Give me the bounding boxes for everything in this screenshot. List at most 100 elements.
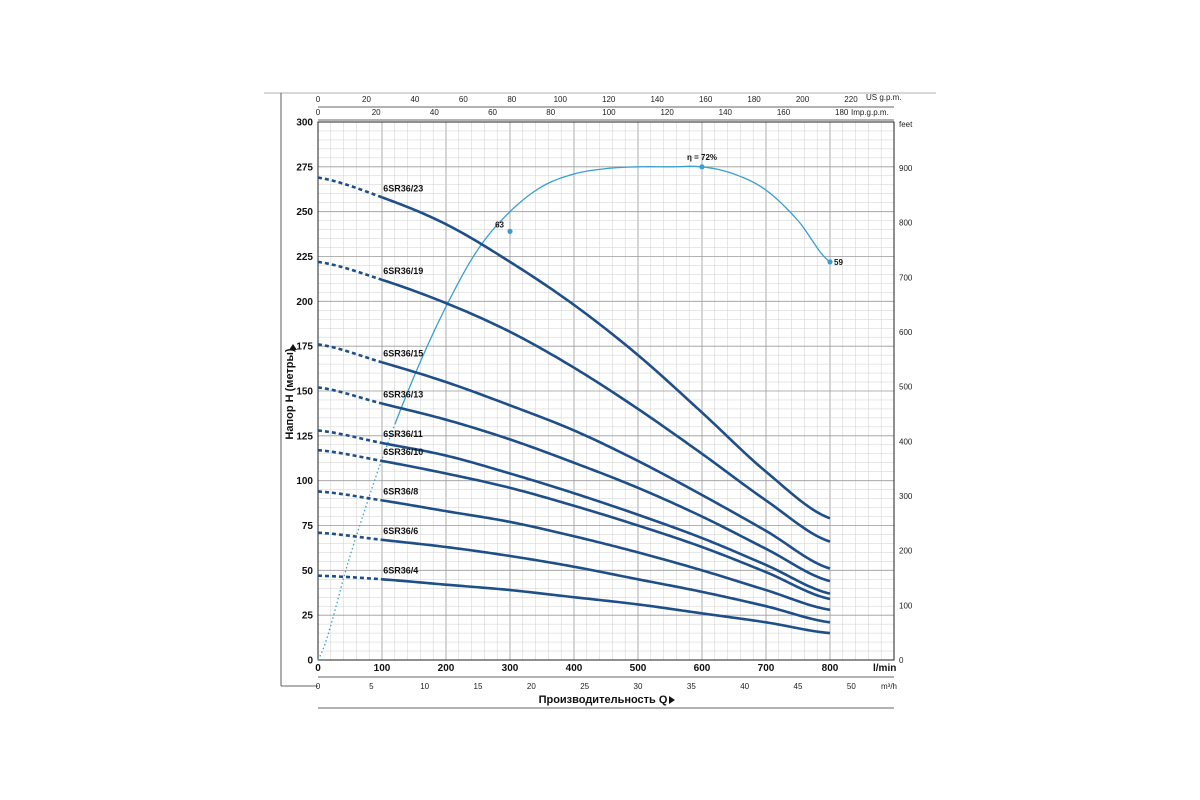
bottom-m3h-tick: 30 xyxy=(634,682,643,691)
right-feet-unit: feet xyxy=(899,120,913,129)
bottom-m3h-tick: 35 xyxy=(687,682,696,691)
y-tick-label: 250 xyxy=(296,207,313,218)
axes: 0 100 200 300 400 500 600 700 800025507510012515… xyxy=(296,95,913,691)
top-imp-gpm-tick: 180 xyxy=(835,108,849,117)
pump-curve-label: 6SR36/4 xyxy=(383,565,418,575)
pump-curve-dashed xyxy=(317,343,383,364)
right-feet-tick: 0 xyxy=(899,656,904,665)
y-tick-label: 225 xyxy=(296,252,313,263)
x-tick-label: 800 xyxy=(822,663,839,674)
right-feet-tick: 200 xyxy=(899,547,913,556)
pump-curve-dashed xyxy=(317,448,383,463)
top-imp-gpm-tick: 100 xyxy=(602,108,616,117)
top-us-gpm-tick: 220 xyxy=(844,95,858,104)
right-feet-tick: 800 xyxy=(899,219,913,228)
efficiency-curve-dotted xyxy=(317,424,396,661)
pump-curve-dashed xyxy=(317,490,383,502)
x-axis-arrow-icon xyxy=(669,696,675,704)
top-imp-gpm-tick: 20 xyxy=(372,108,381,117)
efficiency-point xyxy=(699,164,705,170)
top-imp-gpm-tick: 120 xyxy=(660,108,674,117)
bottom-m3h-tick: 0 xyxy=(316,682,321,691)
plot-border xyxy=(317,121,895,661)
bottom-m3h-tick: 5 xyxy=(369,682,374,691)
bottom-m3h-unit: m³/h xyxy=(881,682,897,691)
pump-curve-line xyxy=(381,578,831,635)
bottom-m3h-tick: 20 xyxy=(527,682,536,691)
y-axis-arrow-icon xyxy=(289,344,297,350)
bottom-m3h-tick: 45 xyxy=(794,682,803,691)
chart-frame xyxy=(264,92,936,709)
y-tick-label: 50 xyxy=(302,566,314,577)
y-tick-label: 175 xyxy=(296,342,313,353)
top-imp-gpm-tick: 160 xyxy=(777,108,791,117)
y-tick-label: 150 xyxy=(296,387,313,398)
efficiency-point-label: 63 xyxy=(495,220,504,229)
pump-curve-dashed xyxy=(317,386,383,405)
pump-curve-label: 6SR36/6 xyxy=(383,526,418,536)
y-tick-label: 300 xyxy=(296,118,313,129)
pump-curve-line xyxy=(381,278,831,543)
top-imp-gpm-tick: 140 xyxy=(719,108,733,117)
pump-curve-line xyxy=(381,499,831,612)
pump-curve-label: 6SR36/15 xyxy=(383,348,423,358)
efficiency-point-label: 59 xyxy=(834,258,843,267)
top-us-gpm-tick: 160 xyxy=(699,95,713,104)
top-imp-gpm-tick: 0 xyxy=(316,108,321,117)
top-us-gpm-tick: 40 xyxy=(410,95,419,104)
pump-curve-dashed xyxy=(317,531,383,542)
pump-curve-line xyxy=(381,402,831,583)
x-tick-label: 500 xyxy=(630,663,647,674)
curve-labels: 6SR36/23 6SR36/19 6SR36/15 6SR36/13 6SR36/11… xyxy=(383,183,423,575)
right-feet-tick: 600 xyxy=(899,328,913,337)
right-feet-tick: 900 xyxy=(899,164,913,173)
pump-curve-label: 6SR36/13 xyxy=(383,390,423,400)
efficiency-curve-line xyxy=(394,165,831,425)
x-axis-title: Производительность Q xyxy=(539,694,668,706)
bottom-m3h-tick: 40 xyxy=(740,682,749,691)
pump-curve-line xyxy=(381,538,831,624)
top-imp-gpm-tick: 60 xyxy=(488,108,497,117)
pump-curve-line xyxy=(381,361,831,570)
efficiency-point xyxy=(507,228,513,234)
x-unit-label: l/min xyxy=(873,663,896,674)
x-tick-label: 200 xyxy=(438,663,455,674)
efficiency-point xyxy=(827,259,833,265)
y-tick-label: 100 xyxy=(296,476,313,487)
pump-curve-dashed xyxy=(317,176,383,199)
x-tick-label: 300 xyxy=(502,663,519,674)
pump-curve-label: 6SR36/10 xyxy=(383,447,423,457)
top-us-gpm-tick: 180 xyxy=(747,95,761,104)
pump-curves xyxy=(317,176,831,635)
pump-curve-dashed xyxy=(317,429,383,445)
y-tick-label: 200 xyxy=(296,297,313,308)
pump-curve-dashed xyxy=(317,260,383,282)
top-us-gpm-tick: 0 xyxy=(316,95,321,104)
pump-curve-label: 6SR36/11 xyxy=(383,429,423,439)
x-tick-label: 0 xyxy=(315,663,321,674)
y-tick-label: 0 xyxy=(307,656,313,667)
y-tick-label: 275 xyxy=(296,162,313,173)
pump-curve-dashed xyxy=(317,574,383,581)
x-tick-label: 400 xyxy=(566,663,583,674)
pump-curve-label: 6SR36/8 xyxy=(383,486,418,496)
right-feet-tick: 700 xyxy=(899,273,913,282)
x-tick-label: 700 xyxy=(758,663,775,674)
top-imp-gpm-tick: 40 xyxy=(430,108,439,117)
efficiency-curve: 63 η = 72% 59 xyxy=(317,153,843,661)
right-feet-tick: 300 xyxy=(899,492,913,501)
bottom-m3h-tick: 10 xyxy=(420,682,429,691)
top-imp-gpm-tick: 80 xyxy=(546,108,555,117)
top-us-gpm-tick: 200 xyxy=(796,95,810,104)
top-us-gpm-tick: 80 xyxy=(507,95,516,104)
top-us-gpm-tick: 60 xyxy=(459,95,468,104)
top-us-gpm-unit: US g.p.m. xyxy=(866,93,902,102)
pump-curve-label: 6SR36/19 xyxy=(383,266,423,276)
pump-curve-line xyxy=(381,459,831,601)
right-feet-tick: 400 xyxy=(899,437,913,446)
pump-curve-label: 6SR36/23 xyxy=(383,183,423,193)
top-us-gpm-tick: 140 xyxy=(650,95,664,104)
x-tick-label: 100 xyxy=(374,663,391,674)
pump-curve-line xyxy=(381,196,831,520)
